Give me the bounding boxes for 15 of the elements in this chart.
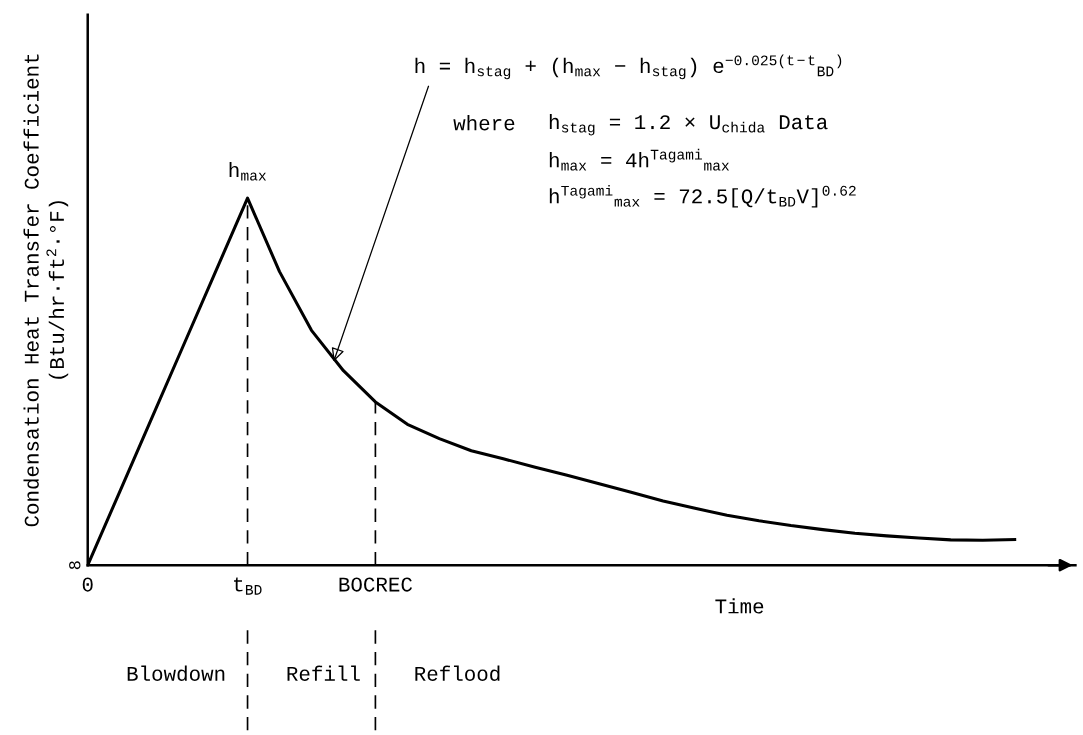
text: Blowdown — [127, 665, 225, 681]
x-tick-label: 0 — [82, 577, 93, 592]
x-tick-label: t$_{BD}$ — [234, 577, 262, 595]
annotation: h$_{max}$ — [229, 162, 267, 181]
text: Reflood — [415, 665, 500, 681]
text: h = h$_{stag}$ + (h$_{max}$ − h$_{stag}$) e$^{−0.025(t−t}$$_{BD}$$^{)}$ — [415, 54, 842, 80]
annotation: 8 — [69, 561, 81, 570]
annotation: h$^{Tagami}$$_{max}$ = 72.5[Q/t$_{BD}$V]$^{0.62}$ — [549, 185, 856, 208]
y-axis-title: Condensation Heat Transfer Coefficient (Btu/hr·ft$^{2}$·°F) — [23, 54, 69, 527]
x-tick-label: BOCREC — [339, 577, 413, 592]
text: where — [453, 115, 515, 131]
text: h$_{stag}$ = 1.2 × U$_{chida}$ Data — [549, 113, 828, 136]
x-axis-title: Time — [715, 598, 764, 614]
text: h$_{max}$ = 4h$^{Tagami}$$_{max}$ — [549, 148, 730, 171]
text: Refill — [287, 665, 360, 681]
